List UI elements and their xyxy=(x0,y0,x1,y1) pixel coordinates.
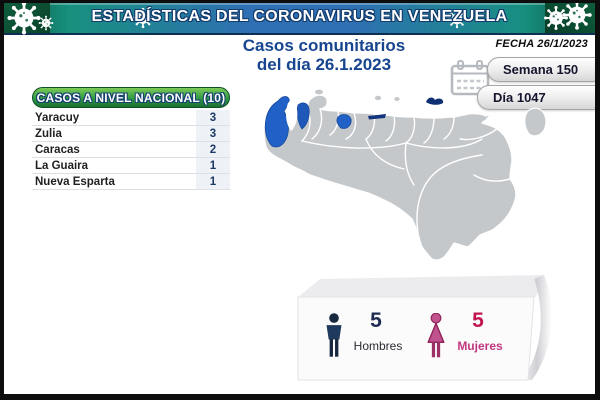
table-body: Yaracuy 3 Zulia 3 Caracas 2 La Guaira 1 … xyxy=(32,110,230,190)
gender-card: 5 Hombres 5 Mujeres xyxy=(290,271,580,389)
subtitle-line2: del día 26.1.2023 xyxy=(256,55,392,74)
table-row: Caracas 2 xyxy=(32,142,230,158)
state-name: Nueva Esparta xyxy=(35,175,115,188)
state-name: Yaracuy xyxy=(35,111,80,124)
male-label: Hombres xyxy=(353,339,403,353)
state-la-guaira xyxy=(368,114,386,120)
table-header: CASOS A NIVEL NACIONAL (10) xyxy=(32,87,230,108)
semana-badge: Semana 150 xyxy=(487,57,595,82)
male-person-icon xyxy=(326,313,342,357)
female-count: 5 xyxy=(472,309,484,332)
female-person-icon xyxy=(427,313,445,358)
islet xyxy=(394,97,400,101)
virus-icon xyxy=(561,0,593,31)
map-mainland xyxy=(263,94,517,261)
subtitle-line1: Casos comunitarios xyxy=(242,36,406,55)
state-name: Caracas xyxy=(35,143,80,156)
subtitle: Casos comunitarios del día 26.1.2023 xyxy=(144,36,504,74)
female-label: Mujeres xyxy=(457,339,503,353)
state-zulia-east xyxy=(296,102,310,130)
state-nueva-esparta xyxy=(426,97,444,105)
page-title: ESTADÍSTICAS DEL CORONAVIRUS EN VENEZUEL… xyxy=(91,8,508,25)
state-cases: 3 xyxy=(196,126,230,141)
card-background xyxy=(297,275,552,381)
dia-label: Día 1047 xyxy=(493,90,546,105)
lake-maracaibo xyxy=(286,101,298,131)
state-name: Zulia xyxy=(35,127,62,140)
virus-icon xyxy=(38,15,54,31)
male-count: 5 xyxy=(370,309,382,332)
title-banner: ESTADÍSTICAS DEL CORONAVIRUS EN VENEZUEL… xyxy=(4,3,595,35)
virus-icon xyxy=(6,0,42,36)
table-row: Nueva Esparta 1 xyxy=(32,174,230,190)
state-name: La Guaira xyxy=(35,159,89,172)
state-cases: 1 xyxy=(196,174,230,189)
national-cases-table: CASOS A NIVEL NACIONAL (10) Yaracuy 3 Zu… xyxy=(32,87,230,190)
state-cases: 1 xyxy=(196,158,230,173)
state-borders xyxy=(301,108,511,234)
state-yaracuy xyxy=(336,114,352,129)
islet xyxy=(374,95,382,101)
dia-badge: Día 1047 xyxy=(477,85,595,110)
venezuela-map xyxy=(263,89,547,261)
fecha-label: FECHA 26/1/2023 xyxy=(495,38,588,50)
table-row: Yaracuy 3 xyxy=(32,110,230,126)
semana-label: Semana 150 xyxy=(503,62,579,77)
state-zulia xyxy=(264,96,290,148)
table-row: Zulia 3 xyxy=(32,126,230,142)
state-cases: 2 xyxy=(196,142,230,157)
islet xyxy=(315,89,323,95)
state-cases: 3 xyxy=(196,110,230,125)
table-row: La Guaira 1 xyxy=(32,158,230,174)
island-trinidad xyxy=(524,107,547,137)
